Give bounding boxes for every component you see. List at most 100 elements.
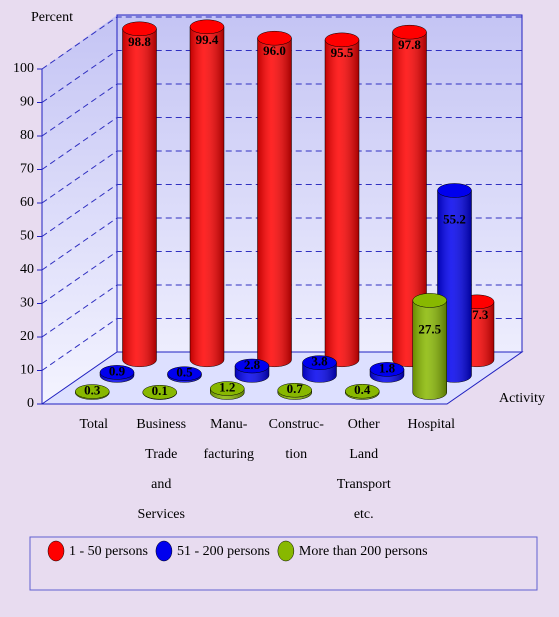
bar-top [75,384,110,399]
bar-shade [257,38,292,367]
value-label: 0.1 [152,383,168,398]
y-tick-label: 10 [20,363,34,378]
value-label: 0.4 [354,382,371,397]
y-tick-label: 100 [13,61,34,76]
value-label: 3.8 [311,354,328,369]
value-label: 0.7 [287,381,304,396]
bar [324,32,360,368]
bar-shade [325,39,359,367]
grid-line [41,16,522,70]
grid-line [41,251,522,304]
x-tick-label: and [151,477,171,492]
bar [142,384,177,400]
grid-line [41,217,522,271]
bar-top [369,362,405,377]
bar [210,381,245,400]
bar [392,24,427,368]
bar-top [210,381,245,396]
bar-shade [190,26,224,367]
bar-top [277,382,312,398]
bar [122,21,157,368]
grid-line [41,117,522,170]
bar [345,383,380,400]
y-tick-label: 50 [20,229,34,244]
value-label: 0.5 [176,365,193,380]
bar [277,382,312,400]
x-tick-label: Other [348,417,380,432]
x-tick-label: Manu- [210,417,248,432]
bar-top [189,19,225,35]
bar [302,355,337,383]
grid-line [41,318,522,371]
bar-top [302,355,337,370]
bar-top [257,30,292,46]
x-tick-label: Transport [337,477,391,492]
grid-line [41,184,522,237]
x-tick-label: Land [349,447,378,462]
x-tick-label: Services [138,507,185,522]
value-label: 0.3 [84,383,101,398]
bar-top [437,183,472,198]
legend-label: 1 - 50 persons [69,544,148,559]
legend-marker [47,540,65,562]
bar [234,358,270,383]
grid-line [41,83,522,137]
x-axis-title: Activity [499,391,545,406]
bar-shade [122,28,157,367]
bar-top [167,366,202,381]
y-tick-label: 30 [20,296,34,311]
y-tick-label: 0 [27,396,34,411]
y-tick-label: 90 [20,95,34,110]
x-tick-label: Total [79,417,108,432]
x-tick-label: facturing [203,447,254,462]
x-tick-label: etc. [354,507,374,522]
bar-top [412,293,447,308]
bar [257,30,292,368]
value-label: 99.4 [196,32,219,47]
bar-top [99,365,135,380]
legend-label: More than 200 persons [299,544,428,559]
value-label: 27.5 [418,321,441,336]
y-tick-label: 70 [20,162,34,177]
grid-line [41,150,522,204]
bar [369,362,405,383]
x-tick-label: Construc- [269,417,325,432]
value-label: 95.5 [331,45,354,60]
x-tick-label: tion [285,447,307,462]
x-tick-label: Hospital [408,417,456,432]
x-tick-label: Business [136,417,186,432]
grid-line [41,284,522,338]
value-label: 98.8 [128,34,151,49]
y-tick-label: 60 [20,195,34,210]
value-label: 1.8 [379,360,396,375]
bar-top [345,383,380,399]
bar-top [142,384,177,400]
x-tick-label: Trade [145,447,177,462]
bar [412,293,447,400]
bar-shade [392,32,427,367]
bar [99,365,135,383]
bar [189,19,225,368]
grid-line [41,50,522,103]
bar-top [324,32,360,48]
legend-marker [277,540,295,562]
y-tick-label: 20 [20,329,34,344]
y-tick-label: 40 [20,262,34,277]
y-axis-title: Percent [31,10,73,25]
bar-shade [412,300,447,400]
value-label: 55.2 [443,211,466,226]
bar-top [122,21,157,37]
legend-box [29,536,538,591]
bar-top [392,24,427,40]
value-label: 2.8 [244,357,261,372]
y-tick-label: 80 [20,128,34,143]
legend-label: 51 - 200 persons [177,544,270,559]
legend-marker [155,540,173,562]
value-label: 97.8 [398,37,421,52]
value-label: 0.9 [109,363,126,378]
bar [167,366,202,383]
value-label: 1.2 [219,380,235,395]
bar [75,384,110,400]
